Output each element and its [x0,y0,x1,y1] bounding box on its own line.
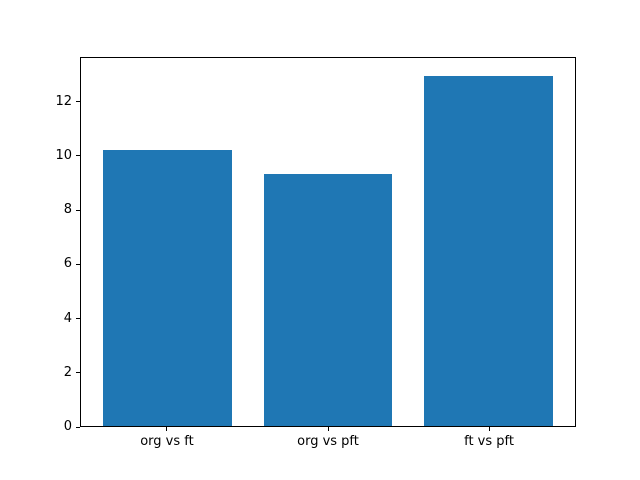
bar-org-vs-pft [263,173,393,426]
y-tick-mark [76,209,80,211]
x-tick-mark [327,427,329,431]
y-tick-label: 0 [63,419,72,434]
y-tick-label: 4 [63,310,72,326]
y-tick-label: 6 [63,256,72,272]
y-tick-mark [76,318,80,320]
y-tick-label: 8 [63,202,72,218]
plot-area [80,57,576,427]
y-tick-mark [76,155,80,157]
y-tick-label: 2 [63,364,72,380]
y-tick-mark [76,263,80,265]
bar-org-vs-ft [103,149,232,426]
x-tick-label: org vs ft [140,434,194,449]
y-tick-label: 12 [55,93,72,109]
x-tick-label: org vs pft [297,434,359,449]
x-tick-mark [166,427,168,431]
y-tick-mark [76,372,80,374]
y-tick-label: 10 [55,147,72,163]
y-tick-mark [76,426,80,428]
x-tick-label: ft vs pft [464,434,514,449]
bar-ft-vs-pft [424,75,553,426]
x-tick-mark [488,427,490,431]
y-tick-mark [76,101,80,103]
